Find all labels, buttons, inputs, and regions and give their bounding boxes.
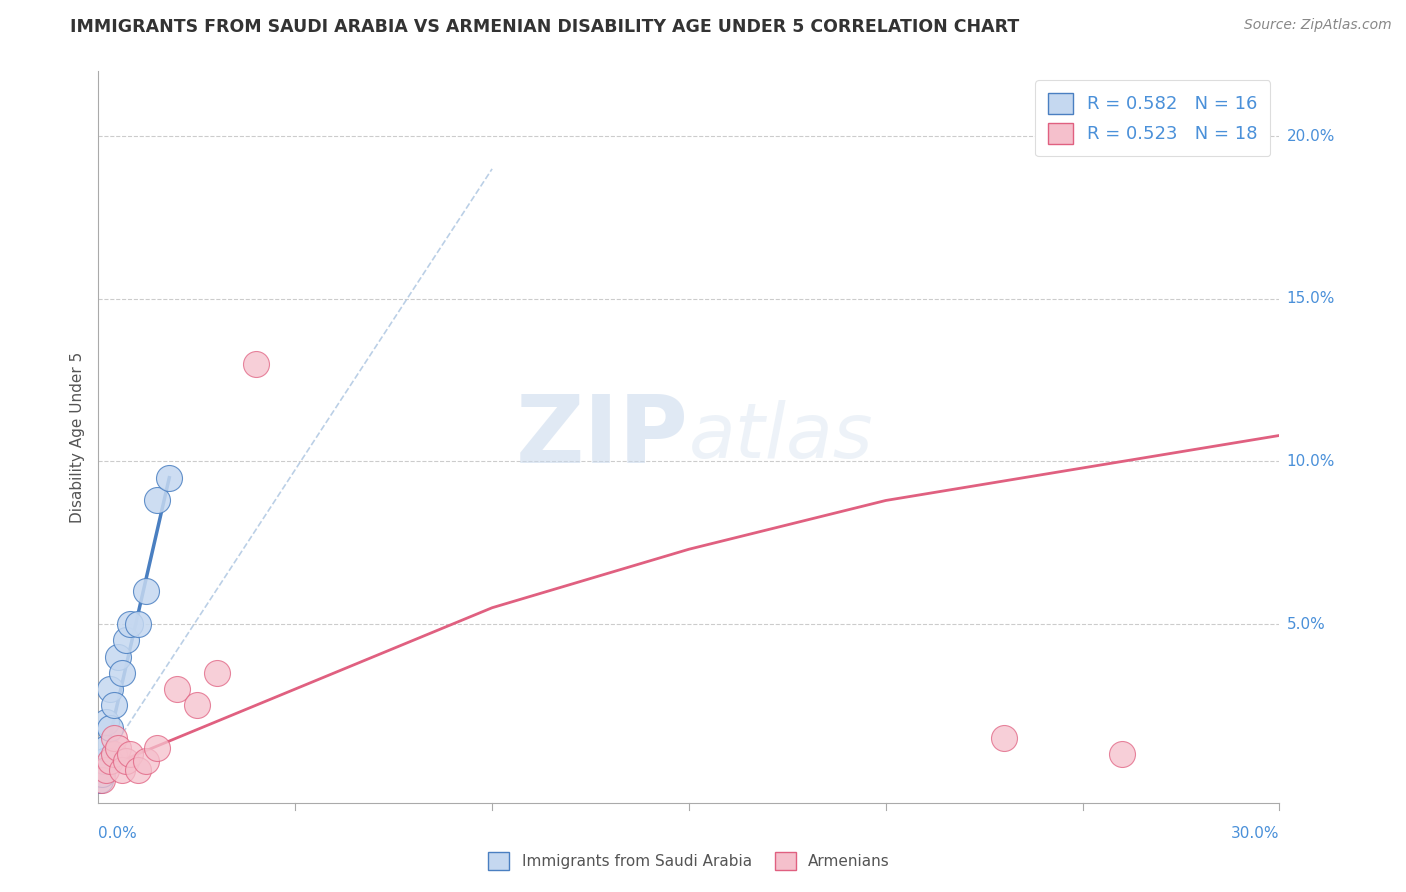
Point — [93, 754, 115, 768]
Point — [96, 714, 118, 729]
Point — [1111, 747, 1133, 761]
Y-axis label: Disability Age Under 5: Disability Age Under 5 — [69, 351, 84, 523]
Point — [91, 766, 114, 780]
Point — [993, 731, 1015, 745]
Point — [205, 665, 228, 680]
Point — [111, 764, 134, 778]
Point — [103, 747, 125, 761]
Text: 5.0%: 5.0% — [1286, 616, 1326, 632]
Point — [98, 721, 121, 735]
Point — [146, 740, 169, 755]
Legend: Immigrants from Saudi Arabia, Armenians: Immigrants from Saudi Arabia, Armenians — [482, 846, 896, 876]
Point — [111, 665, 134, 680]
Point — [118, 747, 141, 761]
Text: Source: ZipAtlas.com: Source: ZipAtlas.com — [1244, 18, 1392, 32]
Point — [245, 357, 267, 371]
Point — [157, 471, 180, 485]
Text: 20.0%: 20.0% — [1286, 128, 1334, 144]
Text: ZIP: ZIP — [516, 391, 689, 483]
Point — [186, 698, 208, 713]
Point — [127, 617, 149, 632]
Point — [166, 681, 188, 696]
Point — [146, 493, 169, 508]
Point — [103, 731, 125, 745]
Text: 10.0%: 10.0% — [1286, 454, 1334, 469]
Point — [107, 649, 129, 664]
Point — [98, 681, 121, 696]
Point — [115, 633, 138, 648]
Text: 15.0%: 15.0% — [1286, 292, 1334, 307]
Point — [107, 740, 129, 755]
Text: atlas: atlas — [689, 401, 873, 474]
Point — [135, 754, 157, 768]
Point — [103, 698, 125, 713]
Point — [96, 740, 118, 755]
Point — [135, 584, 157, 599]
Point — [89, 772, 111, 787]
Point — [127, 764, 149, 778]
Point — [118, 617, 141, 632]
Text: 30.0%: 30.0% — [1232, 827, 1279, 841]
Point — [96, 764, 118, 778]
Point — [115, 754, 138, 768]
Text: 0.0%: 0.0% — [98, 827, 138, 841]
Text: IMMIGRANTS FROM SAUDI ARABIA VS ARMENIAN DISABILITY AGE UNDER 5 CORRELATION CHAR: IMMIGRANTS FROM SAUDI ARABIA VS ARMENIAN… — [70, 18, 1019, 36]
Point — [91, 772, 114, 787]
Point — [98, 754, 121, 768]
